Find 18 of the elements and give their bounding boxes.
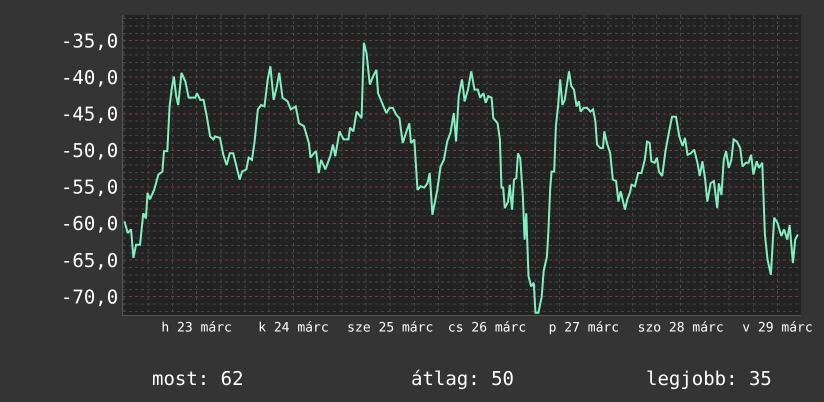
y-tick-label: -65,0: [60, 250, 118, 272]
x-tick-label: v 29 márc: [742, 320, 813, 336]
x-tick-label: k 24 márc: [258, 320, 329, 336]
x-tick-label: cs 26 márc: [448, 320, 526, 336]
x-tick-label: p 27 márc: [548, 320, 620, 336]
y-tick-label: -55,0: [60, 176, 118, 199]
y-tick-label: -45,0: [60, 103, 118, 126]
text: legjobb: 35: [646, 368, 772, 390]
y-tick-label: -35,0: [60, 30, 118, 52]
y-tick-label: -50,0: [60, 140, 118, 162]
y-tick-label: -70,0: [60, 286, 118, 308]
y-tick-label: -60,0: [60, 213, 118, 236]
x-tick-label: sze 25 márc: [347, 320, 434, 336]
y-tick-label: -40,0: [60, 66, 118, 89]
text: most: 62: [152, 368, 244, 390]
x-tick-label: h 23 márc: [161, 320, 232, 336]
text: átlag: 50: [411, 368, 514, 390]
x-tick-label: szo 28 márc: [638, 320, 724, 336]
